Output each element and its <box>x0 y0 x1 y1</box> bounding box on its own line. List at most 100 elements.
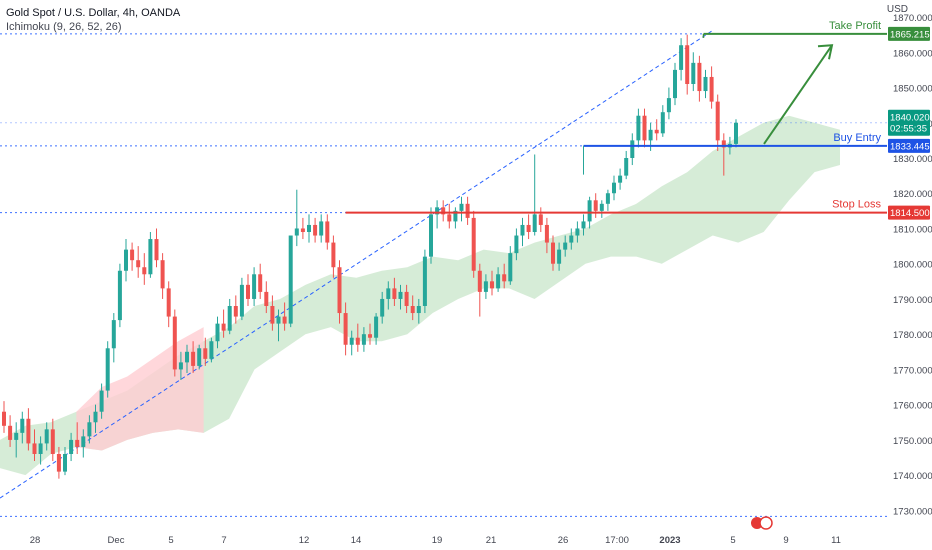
candle-body <box>392 288 396 299</box>
time-tick-label: 19 <box>432 535 443 546</box>
candle-body <box>429 214 433 256</box>
candle-body <box>252 274 256 299</box>
candle-body <box>283 317 287 324</box>
candle-body <box>20 419 24 433</box>
stop-loss-label: Stop Loss <box>832 199 881 211</box>
candle-body <box>368 334 372 338</box>
candle-body <box>26 419 30 444</box>
candle-body <box>411 306 415 313</box>
candle-body <box>716 102 720 141</box>
candle-body <box>490 281 494 288</box>
candle-body <box>502 274 506 281</box>
price-tick-label: 1770.000 <box>893 365 932 376</box>
candle-body <box>8 426 12 440</box>
candle-body <box>197 348 201 366</box>
candle-body <box>75 440 79 447</box>
price-tick-label: 1790.000 <box>893 295 932 306</box>
candle-body <box>338 267 342 313</box>
stop-loss-price-tag: 1814.500 <box>890 208 930 219</box>
candle-body <box>466 204 470 218</box>
dashed-trendline <box>0 31 712 498</box>
time-tick-label: 5 <box>730 535 735 546</box>
candle-body <box>179 362 183 369</box>
price-tick-label: 1800.000 <box>893 260 932 271</box>
candle-body <box>325 221 329 242</box>
candle-body <box>697 63 701 91</box>
trade-levels: Take Profit Buy Entry Stop Loss <box>346 20 887 213</box>
candle-body <box>606 193 610 204</box>
candle-body <box>258 274 262 292</box>
candle-body <box>228 306 232 331</box>
candle-body <box>514 236 518 254</box>
candle-body <box>240 285 244 317</box>
chart-legend: Gold Spot / U.S. Dollar, 4h, OANDA Ichim… <box>6 6 180 34</box>
candle-body <box>630 140 634 158</box>
candle-body <box>734 123 738 144</box>
candle-body <box>51 429 55 454</box>
candle-body <box>521 225 525 236</box>
candle-body <box>423 257 427 306</box>
price-tick-label: 1830.000 <box>893 154 932 165</box>
candle-body <box>356 338 360 345</box>
price-tick-label: 1740.000 <box>893 471 932 482</box>
time-axis: 28 Dec 5 7 12 14 19 21 26 17:00 2023 5 9 11 <box>30 517 841 546</box>
candle-body <box>704 77 708 91</box>
candle-body <box>264 292 268 306</box>
candle-body <box>539 214 543 225</box>
candle-body <box>447 214 451 221</box>
candle-body <box>533 214 537 232</box>
candle-body <box>661 112 665 133</box>
price-tick-label: 1760.000 <box>893 401 932 412</box>
candle-body <box>118 271 122 320</box>
ichimoku-cloud <box>0 116 840 475</box>
candle-body <box>545 225 549 243</box>
candle-body <box>234 306 238 317</box>
time-tick-label: 17:00 <box>605 535 629 546</box>
candle-body <box>301 228 305 232</box>
candle-body <box>161 260 165 288</box>
candle-body <box>551 243 555 264</box>
candle-body <box>148 239 152 274</box>
current-price-tag: 1840.020 <box>890 113 930 124</box>
candle-body <box>112 320 116 348</box>
time-tick-label: 5 <box>168 535 173 546</box>
candle-body <box>710 77 714 102</box>
candle-body <box>484 281 488 292</box>
candle-body <box>209 341 213 359</box>
time-tick-label: 14 <box>351 535 362 546</box>
candle-body <box>380 299 384 317</box>
candle-body <box>331 243 335 268</box>
candle-body <box>472 218 476 271</box>
candle-body <box>643 116 647 141</box>
candle-body <box>57 454 61 472</box>
time-tick-label: 11 <box>831 535 841 546</box>
candle-body <box>405 292 409 306</box>
indicator-title[interactable]: Ichimoku (9, 26, 52, 26) <box>6 20 180 34</box>
candle-body <box>417 306 421 313</box>
price-axis: 1730.0001740.0001750.0001760.0001770.000… <box>887 0 932 550</box>
candle-body <box>100 391 104 412</box>
candle-body <box>69 440 73 454</box>
time-tick-label: 2023 <box>659 535 680 546</box>
candle-body <box>636 116 640 141</box>
candle-body <box>295 228 299 235</box>
candle-body <box>496 274 500 288</box>
time-tick-label: 7 <box>221 535 226 546</box>
event-flag-icon <box>760 517 772 529</box>
candle-body <box>216 324 220 342</box>
candle-body <box>582 221 586 228</box>
candle-body <box>270 306 274 324</box>
candle-body <box>136 260 140 267</box>
time-tick-label: 12 <box>299 535 310 546</box>
take-profit-label: Take Profit <box>829 20 881 32</box>
candle-body <box>167 288 171 316</box>
candle-body <box>2 412 6 426</box>
candle-body <box>14 433 18 440</box>
candle-body <box>612 183 616 194</box>
symbol-title[interactable]: Gold Spot / U.S. Dollar, 4h, OANDA <box>6 6 180 20</box>
candle-body <box>94 412 98 423</box>
candle-body <box>203 348 207 359</box>
candle-body <box>508 253 512 281</box>
candle-body <box>685 45 689 84</box>
